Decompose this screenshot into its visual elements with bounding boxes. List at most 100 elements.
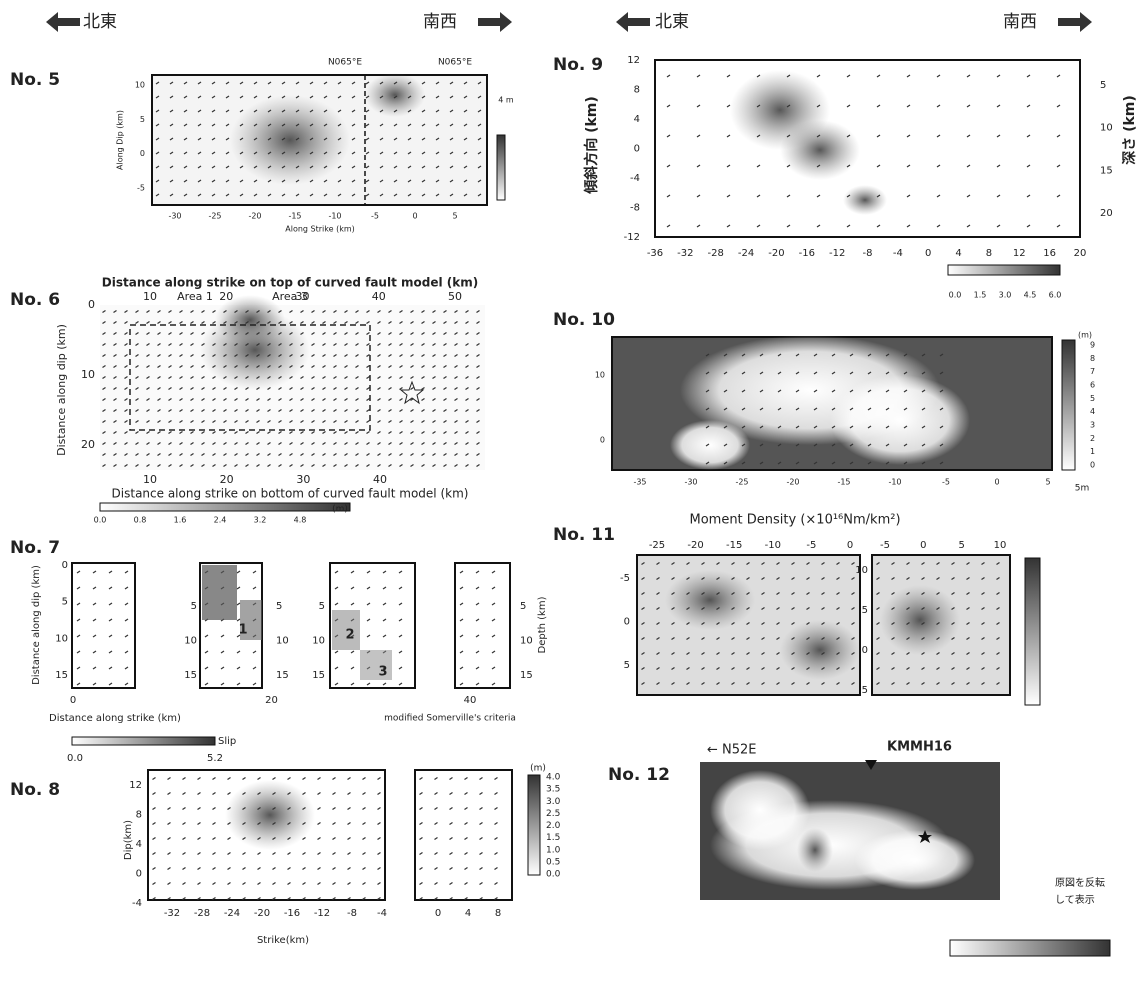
tick-label: 7 — [1090, 367, 1095, 376]
slip-patch — [797, 828, 833, 872]
tick-label: 5 — [62, 597, 68, 608]
tick-label: -5 — [880, 540, 890, 551]
tick-label: -24 — [224, 908, 240, 919]
tick-label: -35 — [633, 478, 646, 487]
tick-label: 0 — [88, 298, 95, 311]
tick-label: 10 — [135, 81, 145, 90]
tick-label: 10 — [994, 540, 1007, 551]
tick-label: -16 — [799, 248, 815, 259]
tick-label: -5 — [806, 540, 816, 551]
tick-label: 15 — [312, 670, 325, 681]
tick-label: -4 — [630, 173, 640, 184]
text: N065°E — [438, 58, 472, 68]
colorbar — [497, 135, 505, 200]
tick-label: 5 — [191, 601, 197, 612]
tick-label: 5 — [140, 115, 145, 124]
tick-label: 0 — [62, 560, 68, 571]
text: 5m — [1075, 484, 1090, 494]
tick-label: 15 — [276, 670, 289, 681]
tick-label: 40 — [373, 473, 387, 486]
tick-label: 1.6 — [174, 516, 187, 525]
tick-label: 15 — [520, 670, 533, 681]
tick-label: 4 — [465, 908, 471, 919]
tick-label: 15 — [55, 670, 68, 681]
tick-label: 5 — [452, 212, 457, 221]
tick-label: 0 — [1090, 461, 1095, 470]
tick-label: 5 — [862, 685, 868, 696]
tick-label: 10 — [55, 633, 68, 644]
tick-label: 4.8 — [294, 516, 307, 525]
tick-label: 5 — [862, 605, 868, 616]
tick-label: -36 — [647, 248, 663, 259]
tick-label: 0 — [600, 436, 605, 445]
slip-patch — [880, 585, 960, 655]
axis-label: Depth (km) — [537, 596, 548, 653]
tick-label: 2.5 — [546, 809, 560, 819]
figure: 北東南西北東南西No. 5N065°EN065°E4 m1050-5Along … — [0, 0, 1143, 998]
plot-frame — [455, 563, 510, 688]
tick-label: 15 — [184, 670, 197, 681]
text: 2 — [345, 628, 354, 643]
tick-label: 1 — [1090, 447, 1095, 456]
direction-label: 南西 — [1003, 12, 1037, 32]
text: (m) — [530, 764, 546, 774]
tick-label: -12 — [829, 248, 845, 259]
tick-label: 0 — [624, 617, 630, 628]
tick-label: 8 — [1090, 354, 1095, 363]
tick-label: 5 — [1100, 80, 1106, 91]
tick-label: 5 — [624, 660, 630, 671]
tick-label: -5 — [137, 184, 145, 193]
tick-label: 0 — [920, 540, 926, 551]
tick-label: -4 — [893, 248, 903, 259]
tick-label: -20 — [786, 478, 799, 487]
panel-label: No. 10 — [553, 310, 615, 330]
tick-label: 3 — [1090, 421, 1095, 430]
tick-label: 20 — [1074, 248, 1087, 259]
tick-label: 0.0 — [949, 291, 962, 300]
text: 4 m — [498, 96, 514, 105]
tick-label: -25 — [208, 212, 221, 221]
tick-label: 10 — [184, 636, 197, 647]
tick-label: -20 — [768, 248, 784, 259]
tick-label: 40 — [464, 695, 477, 706]
slip-patch — [665, 570, 755, 630]
tick-label: -20 — [254, 908, 270, 919]
text: 1 — [238, 623, 247, 638]
tick-label: 20 — [265, 695, 278, 706]
tick-label: 1.0 — [546, 845, 561, 855]
tick-label: 0 — [847, 540, 853, 551]
tick-label: 20 — [220, 473, 234, 486]
panel-label: No. 11 — [553, 525, 615, 545]
tick-label: -32 — [164, 908, 180, 919]
axis-label: Along Dip (km) — [116, 110, 125, 170]
tick-label: -8 — [347, 908, 357, 919]
slip-patch — [780, 120, 860, 180]
tick-label: 5 — [1090, 394, 1095, 403]
tick-label: 10 — [1100, 123, 1113, 134]
tick-label: 0 — [435, 908, 441, 919]
tick-label: -15 — [726, 540, 742, 551]
tick-label: 40 — [372, 290, 386, 303]
tick-label: 12 — [129, 780, 142, 791]
tick-label: -28 — [194, 908, 210, 919]
text: (m) — [1078, 331, 1092, 340]
text: 3 — [378, 665, 387, 680]
asperity — [202, 565, 237, 620]
tick-label: -8 — [863, 248, 873, 259]
plot-frame — [415, 770, 512, 900]
tick-label: -15 — [288, 212, 301, 221]
tick-label: 4 — [634, 114, 640, 125]
tick-label: 0.5 — [546, 857, 560, 867]
text: 原図を反転 — [1055, 877, 1105, 889]
tick-label: 12 — [627, 55, 640, 66]
tick-label: 12 — [1013, 248, 1026, 259]
direction-label: 北東 — [655, 12, 689, 32]
text: (m) — [332, 505, 348, 515]
tick-label: 6 — [1090, 381, 1095, 390]
colorbar — [72, 737, 215, 745]
tick-label: 0.0 — [67, 753, 83, 764]
tick-label: 0.0 — [546, 870, 561, 880]
colorbar — [528, 775, 540, 875]
tick-label: 0 — [136, 869, 142, 880]
tick-label: 0 — [140, 149, 145, 158]
